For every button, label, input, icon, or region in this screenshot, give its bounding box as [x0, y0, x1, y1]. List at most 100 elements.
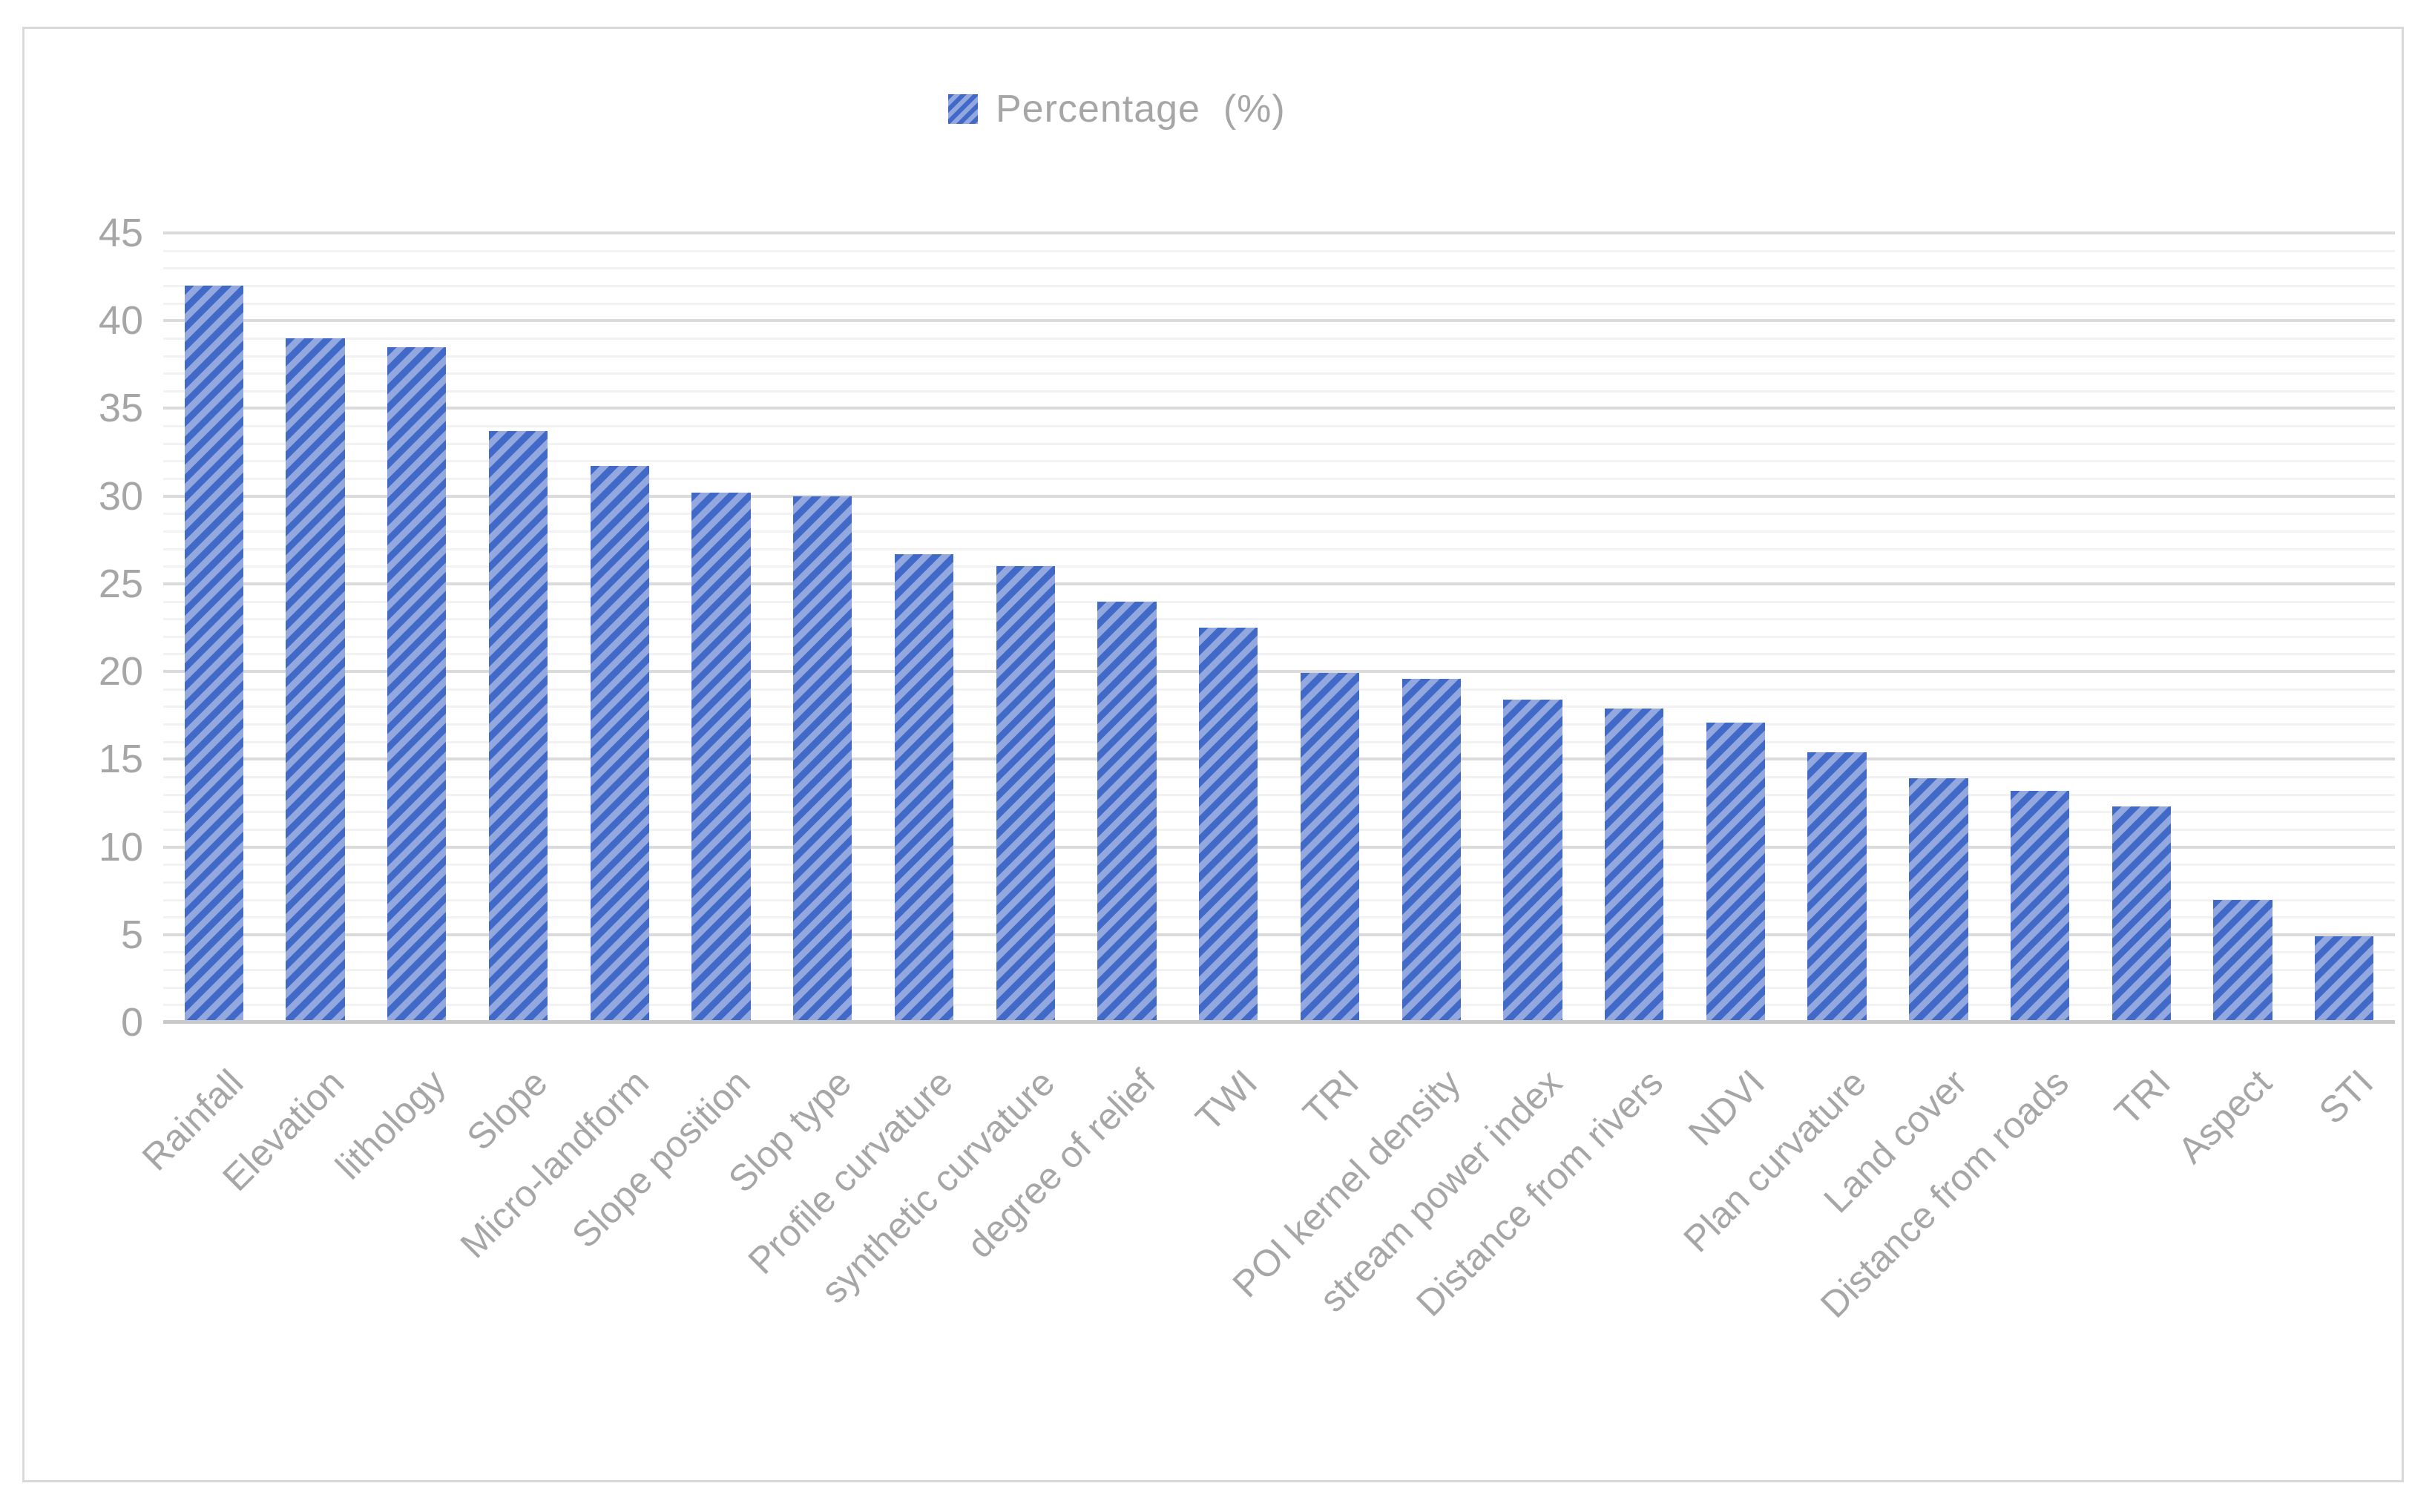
bar-land-cover [1909, 778, 1968, 1022]
x-tick-label: STI [2310, 1062, 2382, 1132]
bar-slot [975, 233, 1077, 1022]
bar-profile-curvature [894, 553, 954, 1022]
gridline-minor [163, 267, 2395, 270]
y-tick-label: 15 [98, 737, 143, 782]
gridline-major [163, 845, 2395, 849]
bar-poi-kernel-density [1401, 678, 1461, 1022]
bar-plan-curvature [1807, 752, 1867, 1022]
bar-slot [1583, 233, 1685, 1022]
bar-distance-from-rivers [1605, 708, 1664, 1022]
gridline-minor [163, 600, 2395, 603]
y-tick-label: 10 [98, 824, 143, 870]
bar-slot [366, 233, 467, 1022]
legend: Percentage (%) [948, 87, 1286, 131]
gridline-minor [163, 793, 2395, 796]
bar-slot [873, 233, 975, 1022]
gridline-minor [163, 460, 2395, 463]
gridline-minor [163, 337, 2395, 340]
chart-frame: Percentage (%) 0 5 10 15 20 25 30 35 40 45 Rainfa… [22, 27, 2404, 1482]
x-tick-label: degree of relief [959, 1062, 1164, 1266]
bar-slot [2192, 233, 2294, 1022]
bar-elevation [286, 338, 345, 1022]
y-tick-label: 40 [98, 298, 143, 344]
gridline-minor [163, 372, 2395, 375]
gridline-minor [163, 811, 2395, 814]
bar-slot [2293, 233, 2395, 1022]
y-tick-label: 45 [98, 211, 143, 255]
gridline-minor [163, 986, 2395, 989]
bar-slot [1177, 233, 1279, 1022]
bar-lithology [387, 346, 447, 1022]
bar-tri [2111, 806, 2171, 1022]
gridline-minor [163, 249, 2395, 252]
gridline-minor [163, 635, 2395, 638]
x-axis-line [163, 1020, 2395, 1024]
bar-slope-position [691, 492, 751, 1022]
gridline-minor [163, 425, 2395, 428]
gridline-minor [163, 916, 2395, 919]
bar-slot [265, 233, 367, 1022]
gridline-minor [163, 389, 2395, 392]
gridline-minor [163, 530, 2395, 533]
gridline-minor [163, 706, 2395, 709]
bar-slot [467, 233, 569, 1022]
legend-hatched-square-icon [948, 94, 978, 124]
x-tick-label: TRI [1295, 1062, 1367, 1134]
bar-slot [2091, 233, 2192, 1022]
bar-slop-type [793, 496, 852, 1022]
bars-container [163, 233, 2395, 1022]
bar-twi [1199, 628, 1258, 1022]
gridline-minor [163, 740, 2395, 743]
bar-slot [1381, 233, 1482, 1022]
bar-slot [1077, 233, 1178, 1022]
bar-stream-power-index [1503, 699, 1562, 1022]
x-tick-label: Slope position [563, 1062, 758, 1256]
gridline-minor [163, 828, 2395, 831]
bar-slot [1989, 233, 2091, 1022]
bar-sti [2315, 936, 2374, 1022]
gridline-minor [163, 653, 2395, 656]
bar-slot [1887, 233, 1989, 1022]
x-tick-label: Slope [459, 1062, 556, 1159]
bar-micro-landform [590, 466, 649, 1022]
bar-slot [1482, 233, 1584, 1022]
gridline-minor [163, 442, 2395, 445]
x-tick-label: TWI [1187, 1062, 1266, 1140]
gridline-minor [163, 355, 2395, 358]
gridline-major [163, 582, 2395, 585]
gridline-minor [163, 951, 2395, 954]
y-tick-label: 0 [120, 1000, 143, 1045]
gridline-minor [163, 1004, 2395, 1007]
gridlines [163, 231, 2395, 1022]
gridline-minor [163, 775, 2395, 778]
y-tick-label: 30 [98, 473, 143, 519]
x-tick-label: TRI [2106, 1062, 2178, 1134]
bar-slot [1787, 233, 1888, 1022]
y-tick-label: 5 [120, 912, 143, 957]
x-tick-label: lithology [328, 1062, 454, 1188]
y-tick-label: 25 [98, 561, 143, 606]
gridline-major [163, 319, 2395, 323]
bar-slot [569, 233, 671, 1022]
bar-aspect [2213, 899, 2272, 1022]
gridline-minor [163, 723, 2395, 726]
gridline-minor [163, 688, 2395, 691]
bar-synthetic-curvature [996, 566, 1055, 1022]
bar-tri [1300, 673, 1360, 1022]
gridline-minor [163, 548, 2395, 550]
y-tick-label: 35 [98, 386, 143, 431]
bar-rainfall [184, 285, 244, 1022]
plot-area [163, 231, 2395, 1024]
bar-slot [772, 233, 873, 1022]
gridline-major [163, 494, 2395, 498]
bar-slot [671, 233, 772, 1022]
bar-ndvi [1706, 722, 1766, 1022]
bar-distance-from-roads [2010, 790, 2070, 1022]
gridline-minor [163, 881, 2395, 884]
x-tick-label: Plan curvature [1675, 1062, 1874, 1260]
gridline-major [163, 670, 2395, 674]
x-tick-label: Aspect [2169, 1062, 2280, 1171]
bar-slot [163, 233, 265, 1022]
gridline-minor [163, 284, 2395, 287]
legend-label: Percentage (%) [996, 88, 1286, 131]
